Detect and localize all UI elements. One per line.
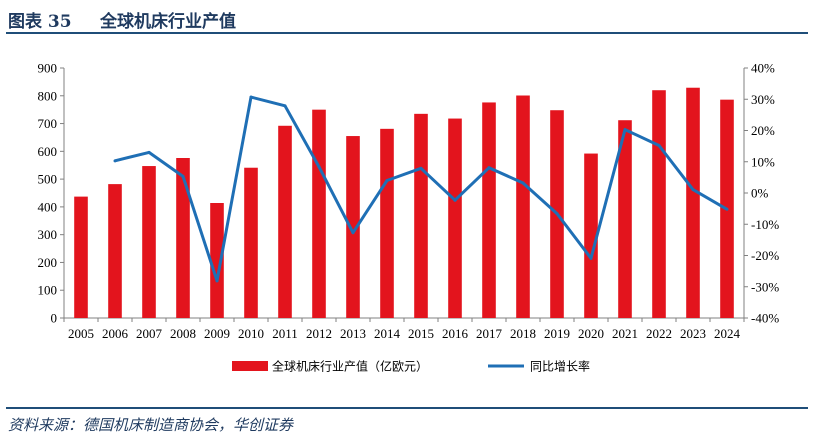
x-tick-label: 2019: [544, 326, 570, 341]
figure-label: 图表 35: [8, 12, 72, 32]
x-tick-label: 2017: [476, 326, 503, 341]
bar: [414, 113, 428, 318]
x-tick-label: 2008: [170, 326, 196, 341]
bar: [652, 90, 666, 318]
top-rule: [6, 32, 808, 34]
line-point: [555, 212, 559, 216]
left-tick-label: 800: [38, 88, 58, 103]
bar: [346, 136, 360, 318]
right-tick-label: 10%: [751, 154, 775, 169]
line-point: [487, 166, 491, 170]
x-tick-label: 2011: [272, 326, 298, 341]
line-series: [113, 95, 729, 283]
x-tick-label: 2020: [578, 326, 604, 341]
bar: [210, 203, 224, 318]
bar: [176, 158, 190, 318]
legend-bar-swatch: [232, 361, 268, 371]
left-tick-label: 400: [38, 199, 58, 214]
line-point: [385, 179, 389, 182]
x-tick-label: 2016: [442, 326, 469, 341]
left-tick-label: 700: [38, 116, 58, 131]
bar: [448, 118, 462, 318]
line-point: [317, 165, 321, 169]
x-tick-label: 2023: [680, 326, 706, 341]
line-point: [419, 166, 423, 170]
x-tick-label: 2014: [374, 326, 401, 341]
line-point: [623, 128, 627, 132]
x-tick-label: 2018: [510, 326, 536, 341]
legend: 全球机床行业产值（亿欧元） 同比增长率: [232, 359, 590, 374]
bottom-rule: [6, 407, 808, 409]
bar: [584, 153, 598, 318]
line-point: [283, 104, 287, 108]
chart-title: 全球机床行业产值: [100, 12, 236, 32]
line-point: [113, 159, 117, 163]
bar: [482, 102, 496, 318]
line-point: [453, 198, 457, 202]
right-tick-label: -40%: [751, 311, 779, 326]
left-tick-label: 200: [38, 255, 58, 270]
left-tick-label: 0: [51, 311, 58, 326]
legend-line-label: 同比增长率: [530, 359, 590, 374]
line-point: [589, 256, 593, 260]
x-tick-label: 2012: [306, 326, 332, 341]
bar-series: [74, 87, 734, 319]
source-note: 资料来源：德国机床制造商协会，华创证券: [8, 416, 294, 434]
right-tick-label: 20%: [751, 123, 775, 138]
right-tick-label: -10%: [751, 217, 779, 232]
right-tick-label: -20%: [751, 248, 779, 263]
line-point: [215, 279, 219, 283]
bar: [686, 87, 700, 318]
line-point: [351, 231, 355, 235]
x-tick-label: 2024: [714, 326, 741, 341]
x-tick-label: 2005: [68, 326, 94, 341]
bar: [142, 166, 156, 318]
line-point: [657, 144, 661, 147]
bar: [380, 128, 394, 318]
line-point: [147, 150, 151, 154]
x-tick-label: 2015: [408, 326, 434, 341]
line-point: [521, 181, 525, 185]
bar: [108, 184, 122, 318]
x-tick-label: 2010: [238, 326, 264, 341]
right-tick-label: -30%: [751, 279, 779, 294]
line-point: [249, 95, 253, 99]
left-tick-label: 300: [38, 227, 58, 242]
x-tick-label: 2013: [340, 326, 366, 341]
line-point: [725, 207, 729, 211]
figure-header: 图表 35 全球机床行业产值: [8, 4, 806, 32]
legend-bar-label: 全球机床行业产值（亿欧元）: [272, 359, 428, 374]
x-tick-label: 2006: [102, 326, 129, 341]
x-tick-label: 2009: [204, 326, 230, 341]
bar: [516, 95, 530, 318]
line-point: [181, 174, 185, 178]
bar: [312, 109, 326, 319]
left-tick-label: 900: [38, 61, 58, 76]
left-tick-label: 500: [38, 172, 58, 187]
left-tick-label: 600: [38, 144, 58, 159]
bar: [74, 196, 88, 318]
left-tick-label: 100: [38, 283, 58, 298]
right-tick-label: 40%: [751, 61, 775, 76]
right-tick-label: 30%: [751, 92, 775, 107]
right-tick-label: 0%: [751, 186, 769, 201]
line-point: [691, 188, 695, 192]
axes: 0 100 200 300 400 500 600 700 800 900 -40% -30% -20%…: [38, 61, 780, 342]
bar: [244, 167, 258, 318]
bar: [278, 125, 292, 319]
x-tick-label: 2022: [646, 326, 672, 341]
bar: [618, 120, 632, 318]
x-tick-label: 2007: [136, 326, 163, 341]
x-tick-label: 2021: [612, 326, 638, 341]
